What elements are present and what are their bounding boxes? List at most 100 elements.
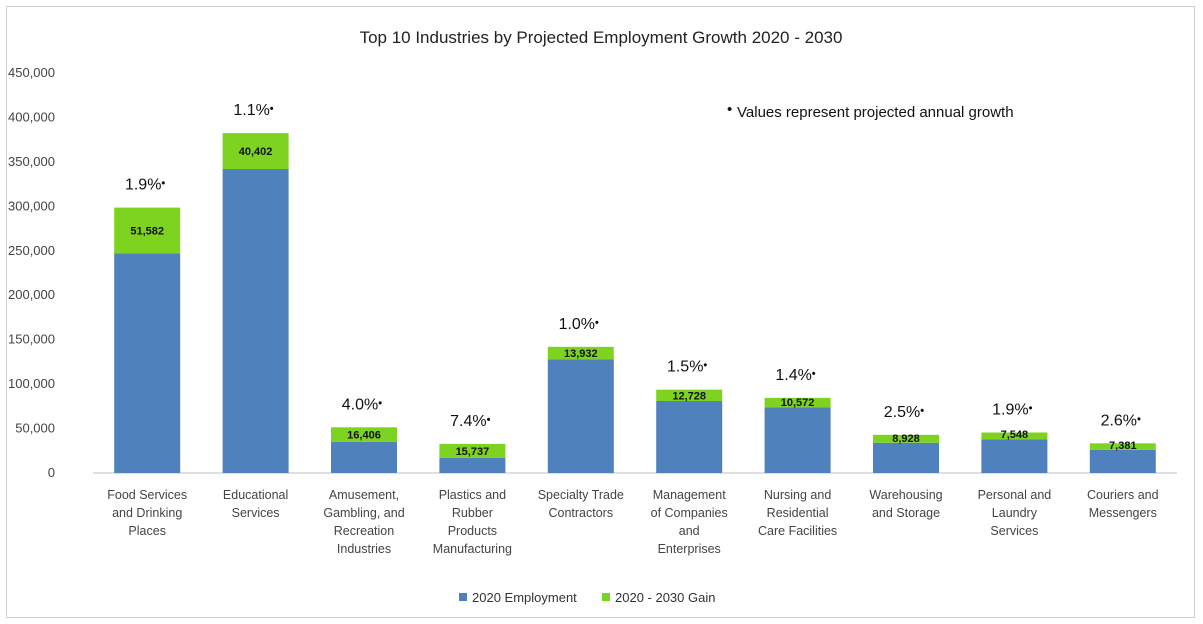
category-label: Educational	[223, 488, 288, 502]
bar-2020-employment	[114, 253, 181, 473]
y-tick-label: 400,000	[8, 109, 55, 124]
growth-marker: •	[1137, 413, 1141, 425]
growth-marker: •	[487, 414, 491, 426]
y-tick-label: 250,000	[8, 243, 55, 258]
bar-gain	[439, 443, 506, 458]
growth-label: 1.5%	[667, 359, 703, 376]
gain-data-label: 7,548	[1001, 429, 1029, 441]
gain-data-label: 13,932	[564, 348, 598, 360]
category-label: Nursing and	[764, 488, 831, 502]
gain-data-label: 51,582	[130, 226, 164, 238]
growth-label: 7.4%	[450, 413, 486, 430]
category-label: Plastics and	[439, 488, 506, 502]
gain-data-label: 8,928	[892, 433, 920, 445]
y-tick-label: 300,000	[8, 198, 55, 213]
category-label: of Companies	[651, 506, 728, 520]
bar-2020-employment	[981, 439, 1048, 473]
growth-label: 1.0%	[559, 316, 595, 333]
bar-gain	[981, 432, 1048, 440]
growth-marker: •	[595, 317, 599, 329]
bar-gain	[764, 397, 831, 408]
category-label: Enterprises	[658, 542, 721, 556]
gain-data-label: 7,381	[1109, 440, 1137, 452]
bar-gain	[656, 389, 723, 401]
growth-marker: •	[1029, 403, 1033, 415]
category-label: Amusement,	[329, 488, 399, 502]
growth-label: 1.9%	[992, 402, 1028, 419]
legend-swatch	[602, 593, 610, 601]
category-label: Laundry	[992, 506, 1038, 520]
growth-marker: •	[161, 178, 165, 190]
growth-marker: •	[378, 397, 382, 409]
category-label: Services	[990, 524, 1038, 538]
y-tick-label: 350,000	[8, 154, 55, 169]
y-tick-label: 450,000	[8, 65, 55, 80]
gain-data-label: 10,572	[781, 397, 815, 409]
category-label: Manufacturing	[433, 542, 512, 556]
bar-2020-employment	[331, 441, 397, 473]
bar-gain	[1089, 443, 1156, 450]
category-label: Food Services	[107, 488, 187, 502]
category-label: Recreation	[334, 524, 394, 538]
legend: 2020 Employment 2020 - 2030 Gain	[459, 590, 715, 605]
bar-2020-employment	[439, 457, 506, 473]
bar-gain	[222, 133, 289, 169]
category-label: Gambling, and	[323, 506, 404, 520]
bars	[114, 133, 1156, 473]
chart-title: Top 10 Industries by Projected Employmen…	[360, 28, 843, 47]
category-label: Specialty Trade	[538, 488, 624, 502]
bar-gain	[547, 346, 614, 360]
gain-data-label: 12,728	[672, 390, 706, 402]
bar-gain	[331, 427, 397, 442]
y-tick-label: 0	[48, 465, 55, 480]
y-tick-label: 150,000	[8, 332, 55, 347]
category-label: Services	[232, 506, 280, 520]
growth-label: 2.6%	[1101, 412, 1137, 429]
chart-note: • Values represent projected annual grow…	[727, 101, 1014, 121]
gain-data-label: 15,737	[456, 446, 490, 458]
category-label: and Storage	[872, 506, 940, 520]
category-label: Products	[448, 524, 497, 538]
growth-marker: •	[270, 103, 274, 115]
growth-marker: •	[920, 405, 924, 417]
growth-marker: •	[812, 368, 816, 380]
bar-gain	[873, 434, 939, 443]
y-tick-label: 200,000	[8, 287, 55, 302]
category-label: Places	[128, 524, 166, 538]
category-label: and Drinking	[112, 506, 182, 520]
gain-data-label: 16,406	[347, 430, 381, 442]
category-label: Personal and	[978, 488, 1052, 502]
category-label: Warehousing	[869, 488, 942, 502]
growth-label: 1.4%	[775, 367, 811, 384]
y-axis: 0 50,000 100,000 150,000 200,000 250,000 300,0…	[8, 65, 55, 480]
legend-label: 2020 Employment	[472, 590, 577, 605]
growth-label: 4.0%	[342, 396, 378, 413]
legend-label: 2020 - 2030 Gain	[615, 590, 715, 605]
category-label: Residential	[767, 506, 829, 520]
bar-2020-employment	[547, 359, 614, 473]
category-label: Care Facilities	[758, 524, 837, 538]
y-tick-label: 100,000	[8, 376, 55, 391]
growth-marker: •	[703, 360, 707, 372]
growth-label: 2.5%	[884, 404, 920, 421]
bar-2020-employment	[222, 169, 289, 473]
bar-gain	[114, 207, 181, 254]
note-text: Values represent projected annual growth	[737, 104, 1014, 121]
growth-label: 1.1%	[233, 102, 269, 119]
gain-data-label: 40,402	[239, 146, 273, 158]
y-tick-label: 50,000	[15, 421, 55, 436]
bar-2020-employment	[656, 401, 723, 473]
bar-2020-employment	[1089, 449, 1156, 473]
category-label: Industries	[337, 542, 391, 556]
category-label: Rubber	[452, 506, 493, 520]
category-labels: Food Services and Drinking Places Education…	[107, 488, 1158, 556]
category-label: Couriers and	[1087, 488, 1159, 502]
category-label: Messengers	[1089, 506, 1157, 520]
growth-label: 1.9%	[125, 177, 161, 194]
bar-2020-employment	[873, 442, 939, 473]
legend-swatch	[459, 593, 467, 601]
chart-container: Top 10 Industries by Projected Employmen…	[6, 6, 1195, 618]
bar-2020-employment	[764, 407, 831, 473]
note-marker: •	[727, 101, 732, 118]
